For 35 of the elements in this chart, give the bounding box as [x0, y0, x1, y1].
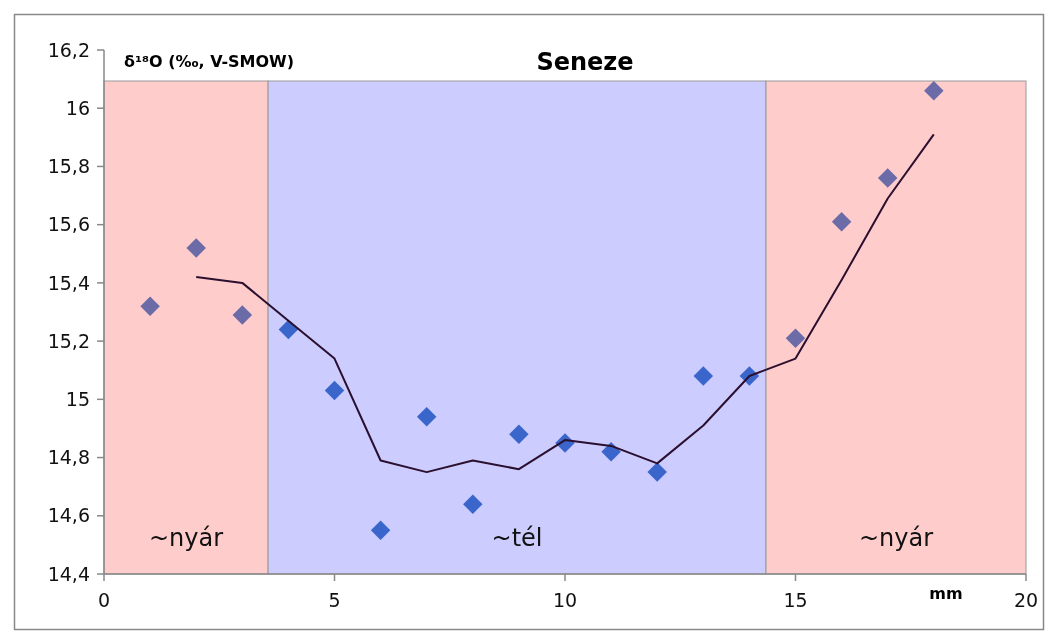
y-tick-label: 16 [65, 96, 90, 119]
point [693, 366, 714, 386]
chart-title: Seneze [536, 48, 634, 76]
point [647, 462, 667, 482]
point [509, 424, 529, 445]
y-tick-label: 15,2 [47, 329, 90, 352]
point [831, 212, 852, 232]
y-tick-label: 15,6 [47, 213, 90, 236]
point [140, 296, 160, 316]
x-tick-label: 0 [97, 589, 111, 611]
x-axis-title: mm [929, 584, 963, 603]
y-tick-label: 16,2 [47, 38, 90, 61]
point [785, 328, 806, 348]
band-label: ~nyár [149, 524, 224, 552]
band-label: ~nyár [858, 524, 934, 552]
point [463, 494, 483, 514]
x-tick-label: 10 [552, 589, 578, 611]
point [370, 520, 391, 541]
y-tick-label: 15 [65, 387, 90, 410]
y-tick-label: 15,4 [47, 271, 90, 294]
y-tick-label: 14,8 [47, 446, 90, 469]
y-tick-label: 14,4 [47, 562, 90, 585]
point [324, 380, 345, 401]
x-tick-label: 5 [328, 589, 341, 611]
point [186, 238, 206, 258]
point [924, 81, 944, 101]
point [416, 407, 437, 427]
point [232, 305, 253, 325]
band-label: ~tél [491, 524, 543, 552]
y-axis-title: δ¹⁸O (‰, V-SMOW) [124, 52, 295, 71]
x-tick-label: 20 [1013, 589, 1039, 611]
y-tick-label: 14,6 [47, 504, 90, 527]
y-tick-label: 15,8 [47, 155, 90, 178]
x-tick-label: 15 [783, 589, 808, 611]
point [877, 168, 898, 188]
